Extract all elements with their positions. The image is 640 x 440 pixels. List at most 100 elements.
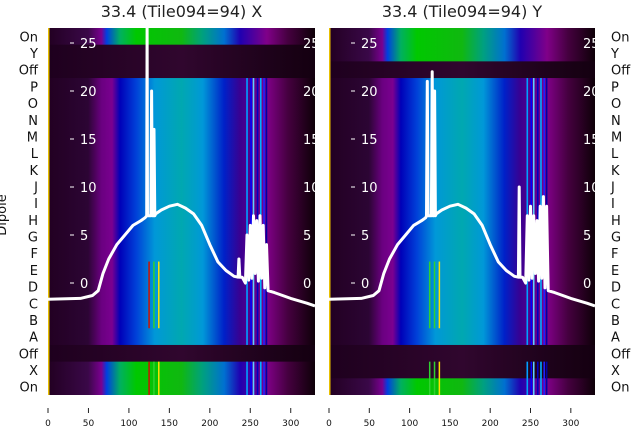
heatmap-row-h [329, 211, 595, 229]
row-label: F [31, 247, 38, 262]
overlay-ytick-label: 0 [361, 277, 369, 292]
heatmap: 0 0 5 5 10 10 15 15 20 20 25 25 [48, 28, 320, 395]
heatmap-row-k [48, 161, 315, 179]
heatmap-row-off [48, 61, 315, 79]
overlay-ytick-label: 25 [361, 37, 378, 52]
row-label: A [611, 331, 620, 346]
heatmap-row-p [329, 78, 595, 96]
heatmap-stripe [265, 361, 268, 395]
xtick-label: 150 [441, 419, 458, 429]
xtick-label: 0 [45, 419, 51, 429]
heatmap-row-on [329, 28, 595, 46]
heatmap-row-off [48, 344, 315, 363]
overlay-ytick-label-right: 10 [583, 181, 600, 196]
heatmap-stripe [256, 78, 259, 345]
heatmap-stripe [250, 78, 252, 345]
heatmap-stripe [265, 78, 268, 345]
heatmap-stripe [536, 361, 539, 395]
heatmap-stripe [250, 361, 252, 395]
heatmap-row-off [329, 344, 595, 363]
heatmap-edge [329, 28, 331, 395]
row-label: M [27, 130, 38, 145]
panel-title: 33.4 (Tile094=94) Y [382, 2, 543, 21]
overlay-ytick-label-right: 25 [303, 37, 320, 52]
heatmap-row-f [329, 244, 595, 263]
heatmap-stripe [252, 78, 255, 345]
row-label: F [611, 247, 618, 262]
heatmap-stripe [526, 361, 529, 395]
heatmap-row-o [48, 94, 315, 113]
heatmap-mark [438, 261, 441, 329]
heatmap-stripe [532, 361, 535, 395]
heatmap-row-off [329, 61, 595, 79]
overlay-ytick-label-right: 5 [583, 229, 591, 244]
heatmap-row-k [329, 161, 595, 179]
heatmap-stripe [259, 361, 262, 395]
row-label: A [29, 331, 38, 346]
row-label: O [611, 97, 621, 112]
heatmap-row-n [329, 111, 595, 129]
heatmap-stripe [246, 78, 248, 345]
row-label: Y [29, 47, 38, 62]
row-label: I [611, 197, 615, 212]
heatmap-stripe [256, 361, 259, 395]
xtick-label: 0 [326, 419, 332, 429]
heatmap-row-on [48, 28, 315, 46]
overlay-ytick-label-right: 5 [303, 229, 311, 244]
row-label: On [20, 381, 38, 396]
heatmap-stripe [532, 78, 535, 345]
overlay-ytick-label: 10 [80, 181, 97, 196]
row-label: J [610, 180, 615, 195]
heatmap-stripe [536, 78, 539, 345]
overlay-ytick-label-right: 20 [303, 85, 320, 100]
row-label: X [611, 364, 620, 379]
row-label: B [29, 314, 38, 329]
heatmap-mark [438, 361, 441, 395]
heatmap-row-i [329, 194, 595, 213]
row-label: Off [611, 64, 631, 79]
heatmap-row-m [329, 128, 595, 146]
row-label: N [611, 114, 621, 129]
xtick-label: 250 [242, 419, 259, 429]
heatmap-stripe [526, 78, 529, 345]
row-label: N [28, 114, 38, 129]
row-label: H [611, 214, 621, 229]
row-label: D [611, 281, 621, 296]
xtick-label: 300 [282, 419, 299, 429]
xtick-label: 200 [201, 419, 218, 429]
y-axis-label: Dipole [0, 194, 10, 235]
row-label: L [611, 147, 619, 162]
heatmap-mark [433, 361, 436, 395]
panel-y: 33.4 (Tile094=94) Y 0 0 5 5 10 10 15 15 20 20 25 25 O… [326, 2, 631, 429]
overlay-ytick-label-right: 15 [303, 133, 320, 148]
row-label: E [30, 264, 38, 279]
heatmap-row-x [48, 361, 315, 379]
overlay-ytick-label: 15 [80, 133, 97, 148]
row-label: Y [610, 47, 619, 62]
heatmap-mark [158, 261, 160, 329]
row-label: E [611, 264, 619, 279]
overlay-ytick-label: 25 [80, 37, 97, 52]
heatmap-row-d [329, 278, 595, 296]
heatmap-row-b [329, 311, 595, 329]
heatmap: 0 0 5 5 10 10 15 15 20 20 25 25 [329, 28, 600, 395]
heatmap-stripe [252, 361, 255, 395]
row-label: Off [19, 64, 39, 79]
overlay-ytick-label: 20 [80, 85, 97, 100]
heatmap-mark [158, 361, 160, 395]
heatmap-row-o [329, 94, 595, 113]
heatmap-row-j [48, 178, 315, 196]
heatmap-row-y [48, 44, 315, 62]
heatmap-row-n [48, 111, 315, 129]
heatmap-stripe [540, 361, 542, 395]
xtick-label: 200 [482, 419, 499, 429]
overlay-ytick-label-right: 0 [303, 277, 311, 292]
heatmap-row-c [48, 294, 315, 313]
heatmap-row-m [48, 128, 315, 146]
heatmap-row-on [48, 378, 315, 395]
heatmap-row-p [48, 78, 315, 96]
row-label: C [29, 297, 38, 312]
row-label: K [611, 164, 620, 179]
heatmap-stripe [543, 361, 546, 395]
xtick-label: 100 [401, 419, 418, 429]
